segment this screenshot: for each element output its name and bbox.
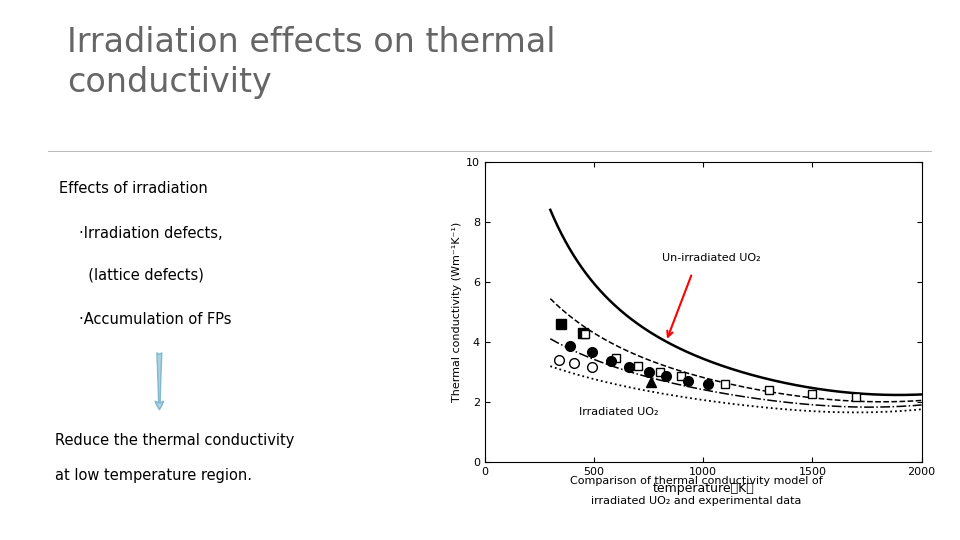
X-axis label: temperature（K）: temperature（K） [653, 482, 754, 495]
Text: (lattice defects): (lattice defects) [79, 267, 204, 282]
Text: Comparison of thermal conductivity model of: Comparison of thermal conductivity model… [569, 476, 823, 487]
Text: Un-irradiated UO₂: Un-irradiated UO₂ [661, 253, 760, 263]
Text: Irradiated UO₂: Irradiated UO₂ [579, 407, 659, 417]
Text: irradiated UO₂ and experimental data: irradiated UO₂ and experimental data [590, 496, 802, 506]
Text: ·Accumulation of FPs: ·Accumulation of FPs [79, 312, 231, 327]
Text: Irradiation effects on thermal
conductivity: Irradiation effects on thermal conductiv… [67, 26, 556, 99]
Text: ·Irradiation defects,: ·Irradiation defects, [79, 226, 223, 241]
Text: at low temperature region.: at low temperature region. [55, 468, 252, 483]
Text: Reduce the thermal conductivity: Reduce the thermal conductivity [55, 433, 294, 448]
Y-axis label: Thermal conductivity (Wm⁻¹K⁻¹): Thermal conductivity (Wm⁻¹K⁻¹) [452, 222, 462, 402]
Text: Effects of irradiation: Effects of irradiation [59, 181, 207, 196]
